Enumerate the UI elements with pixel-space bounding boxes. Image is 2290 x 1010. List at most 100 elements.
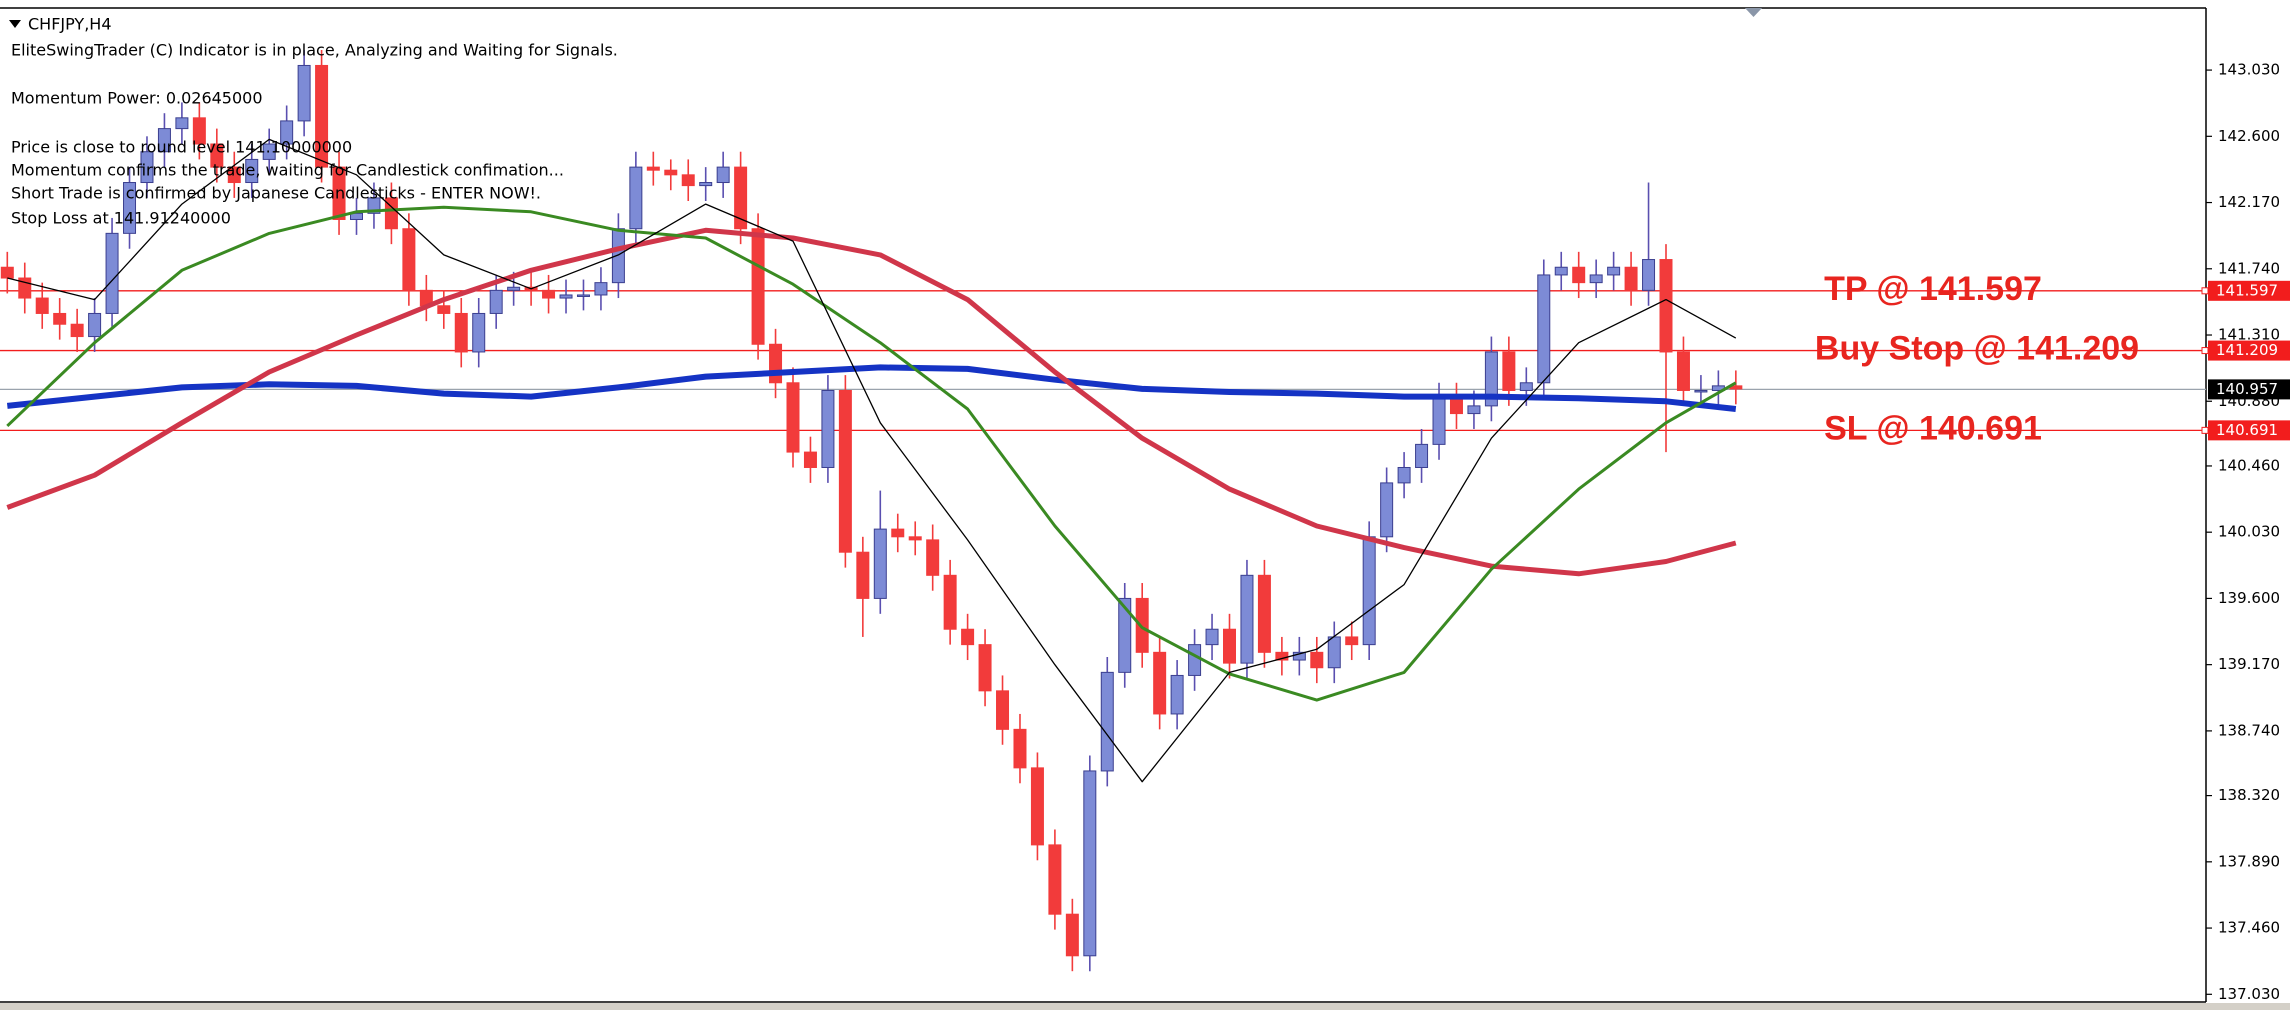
y-tick-label: 138.320: [2218, 786, 2280, 804]
y-tick-label: 137.460: [2218, 919, 2280, 937]
candle-body: [1659, 259, 1673, 353]
y-tick-label: 140.030: [2218, 523, 2280, 541]
candle-body: [35, 297, 49, 314]
candle-body: [1188, 644, 1202, 676]
level-price-tag: 140.691: [2216, 421, 2278, 439]
candle-body: [664, 169, 678, 176]
candle-body: [1100, 671, 1114, 772]
y-tick-label: 143.030: [2218, 61, 2280, 79]
candle-body: [769, 343, 783, 384]
candle-body: [629, 166, 643, 230]
candle-body: [646, 166, 660, 171]
candle-body: [280, 120, 294, 145]
candle-body: [1432, 397, 1446, 445]
candle-body: [1345, 636, 1359, 646]
candle-body: [1118, 597, 1132, 673]
candle-body: [943, 574, 957, 630]
y-tick-label: 137.890: [2218, 852, 2280, 870]
candle-body: [105, 232, 119, 314]
candle-body: [1292, 651, 1306, 661]
level-price-tag-box: [2208, 280, 2290, 301]
candle-body: [1310, 651, 1324, 669]
candle-body: [1240, 574, 1254, 664]
indicator-comment: Momentum confirms the trade, waiting for…: [11, 161, 564, 180]
candle-body: [996, 690, 1010, 730]
indicator-comment: Short Trade is confirmed by Japanese Can…: [11, 184, 541, 203]
candle-body: [1380, 482, 1394, 538]
y-tick-label: 139.600: [2218, 589, 2280, 607]
y-tick-label: 142.170: [2218, 193, 2280, 211]
candle-body: [716, 166, 730, 184]
candle-body: [1170, 674, 1184, 715]
candle-body: [1275, 651, 1289, 661]
candle-body: [1205, 628, 1219, 646]
candle-body: [576, 294, 590, 297]
candle-body: [559, 294, 573, 299]
moving-average: [6, 227, 1737, 577]
candle-body: [1467, 405, 1481, 415]
level-price-tag: 141.597: [2216, 281, 2278, 299]
y-tick-label: 137.030: [2218, 985, 2280, 1003]
candle-body: [1624, 266, 1638, 291]
candle-body: [786, 382, 800, 453]
candle-body: [1449, 397, 1463, 415]
candle-body: [297, 64, 311, 122]
candle-body: [489, 289, 503, 314]
candle-body: [594, 282, 608, 296]
candle-body: [227, 166, 241, 184]
candle-body: [926, 539, 940, 576]
plot-area: [0, 50, 2206, 972]
candle-body: [1030, 767, 1044, 846]
candle-body: [611, 228, 625, 284]
candle-body: [123, 182, 137, 234]
candle-body: [734, 166, 748, 230]
candle-body: [803, 451, 817, 468]
candle-body: [891, 528, 905, 538]
candle-body: [140, 151, 154, 184]
candle-body: [245, 158, 259, 184]
candle-body: [1589, 274, 1603, 284]
candle-body: [1135, 597, 1149, 653]
candle-body: [210, 143, 224, 168]
candle-body: [751, 228, 765, 345]
y-tick-label: 141.740: [2218, 259, 2280, 277]
indicator-comment: Momentum Power: 0.02645000: [11, 89, 263, 108]
candle-body: [1257, 574, 1271, 653]
candle-body: [1415, 443, 1429, 468]
level-marker: [2201, 287, 2209, 295]
y-tick-label: 140.460: [2218, 456, 2280, 474]
level-marker: [2201, 347, 2209, 355]
candle-body: [1607, 266, 1621, 276]
candle-body: [1484, 351, 1498, 407]
candle-body: [1694, 389, 1708, 393]
y-tick-label: 138.740: [2218, 721, 2280, 739]
level-annotation: Buy Stop @ 141.209: [1815, 330, 2139, 368]
candle-body: [53, 312, 67, 325]
candle-body: [821, 389, 835, 468]
candle-body: [699, 182, 713, 187]
candle-body: [1642, 259, 1656, 291]
moving-average: [6, 364, 1737, 412]
candle-body: [1554, 266, 1568, 276]
candle-body: [88, 312, 102, 338]
level-price-tag: 141.209: [2216, 341, 2278, 359]
candle-body: [402, 228, 416, 291]
candle-body: [1362, 536, 1376, 646]
candle-body: [1048, 844, 1062, 915]
candle-body: [838, 389, 852, 553]
symbol-menu-arrow[interactable]: [9, 20, 21, 28]
level-annotation: SL @ 140.691: [1824, 409, 2042, 447]
candle-body: [873, 528, 887, 599]
candle-body: [1223, 628, 1236, 664]
level-price-tag-box: [2208, 340, 2290, 361]
candle-body: [1397, 466, 1411, 484]
level-marker: [2201, 426, 2209, 434]
scrollbar: [0, 1003, 2290, 1010]
shift-marker[interactable]: [1745, 8, 1762, 17]
level-price-tag-box: [2208, 420, 2290, 441]
candle-body: [175, 117, 189, 130]
candle-body: [454, 312, 468, 353]
